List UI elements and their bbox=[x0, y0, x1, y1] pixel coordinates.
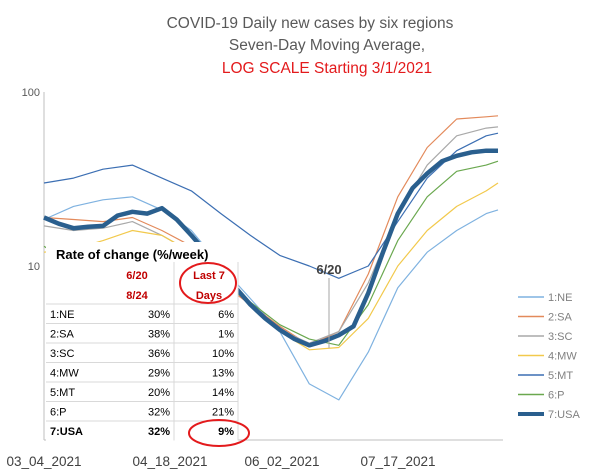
table-col2-head2: Days bbox=[196, 290, 222, 302]
table-row-label: 4:MW bbox=[50, 368, 79, 380]
table-row-label: 3:SC bbox=[50, 348, 75, 360]
table-col2-head: Last 7 bbox=[193, 270, 225, 282]
legend-label: 6:P bbox=[548, 390, 565, 402]
chart-subtitle-red: LOG SCALE Starting 3/1/2021 bbox=[222, 60, 432, 77]
table-col1-head: 6/20 bbox=[126, 270, 147, 282]
x-tick-label: 06_02_2021 bbox=[244, 454, 319, 469]
series-line-2-sa bbox=[43, 115, 499, 346]
table-body-bg bbox=[46, 304, 238, 441]
table-row-label: 2:SA bbox=[50, 329, 75, 341]
chart-subtitle: Seven-Day Moving Average, bbox=[229, 37, 425, 54]
table-cell: 32% bbox=[148, 407, 170, 419]
x-tick-label: 07_17_2021 bbox=[360, 454, 435, 469]
highlight-ellipse bbox=[179, 262, 237, 304]
table-row-label: 6:P bbox=[50, 407, 67, 419]
series-layer bbox=[43, 115, 499, 401]
table-cell: 13% bbox=[212, 368, 234, 380]
rate-table: Rate of change (%/week) 6/20 8/24 Last 7… bbox=[46, 242, 250, 447]
y-tick-label: 100 bbox=[22, 87, 40, 99]
legend-label: 5:MT bbox=[548, 370, 573, 382]
highlight-ellipse bbox=[188, 419, 250, 447]
table-cell: 36% bbox=[148, 348, 170, 360]
series-line-7-usa bbox=[43, 148, 498, 348]
table-rows: 1:NE 30% 6% 2:SA 38% 1% 3:SC 36% 10% 4:MW 29% 13% 5:… bbox=[46, 262, 239, 441]
x-tick-label: 03_04_2021 bbox=[6, 454, 81, 469]
table-cell: 30% bbox=[148, 309, 170, 321]
legend-label: 4:MW bbox=[548, 351, 577, 363]
table-cell: 10% bbox=[212, 348, 234, 360]
table-cell: 20% bbox=[148, 387, 170, 399]
table-cell: 38% bbox=[148, 329, 170, 341]
legend-label: 1:NE bbox=[548, 292, 572, 304]
table-cell: 6% bbox=[218, 309, 234, 321]
chart-title: COVID-19 Daily new cases by six regions bbox=[167, 15, 454, 32]
legend-label: 7:USA bbox=[548, 409, 580, 421]
table-cell: 32% bbox=[148, 426, 170, 438]
table-cell: 1% bbox=[218, 329, 234, 341]
table-row-label: 7:USA bbox=[50, 426, 83, 438]
table-col1-head2: 8/24 bbox=[126, 290, 148, 302]
table-cell: 14% bbox=[212, 387, 234, 399]
table-header-bg bbox=[46, 242, 238, 304]
legend-label: 2:SA bbox=[548, 312, 573, 324]
y-tick-label: 10 bbox=[28, 261, 40, 273]
table-cell: 9% bbox=[218, 426, 234, 438]
table-row-label: 1:NE bbox=[50, 309, 74, 321]
table-row-label: 5:MT bbox=[50, 387, 75, 399]
annotation-label: 6/20 bbox=[316, 262, 341, 277]
x-tick-label: 04_18_2021 bbox=[132, 454, 207, 469]
legend-label: 3:SC bbox=[548, 331, 573, 343]
table-title: Rate of change (%/week) bbox=[56, 247, 208, 262]
legend: 1:NE 2:SA 3:SC 4:MW 5:MT 6:P 7:USA bbox=[518, 292, 580, 421]
series-line-5-mt bbox=[43, 132, 499, 279]
table-cell: 29% bbox=[148, 368, 170, 380]
table-cell: 21% bbox=[212, 407, 234, 419]
